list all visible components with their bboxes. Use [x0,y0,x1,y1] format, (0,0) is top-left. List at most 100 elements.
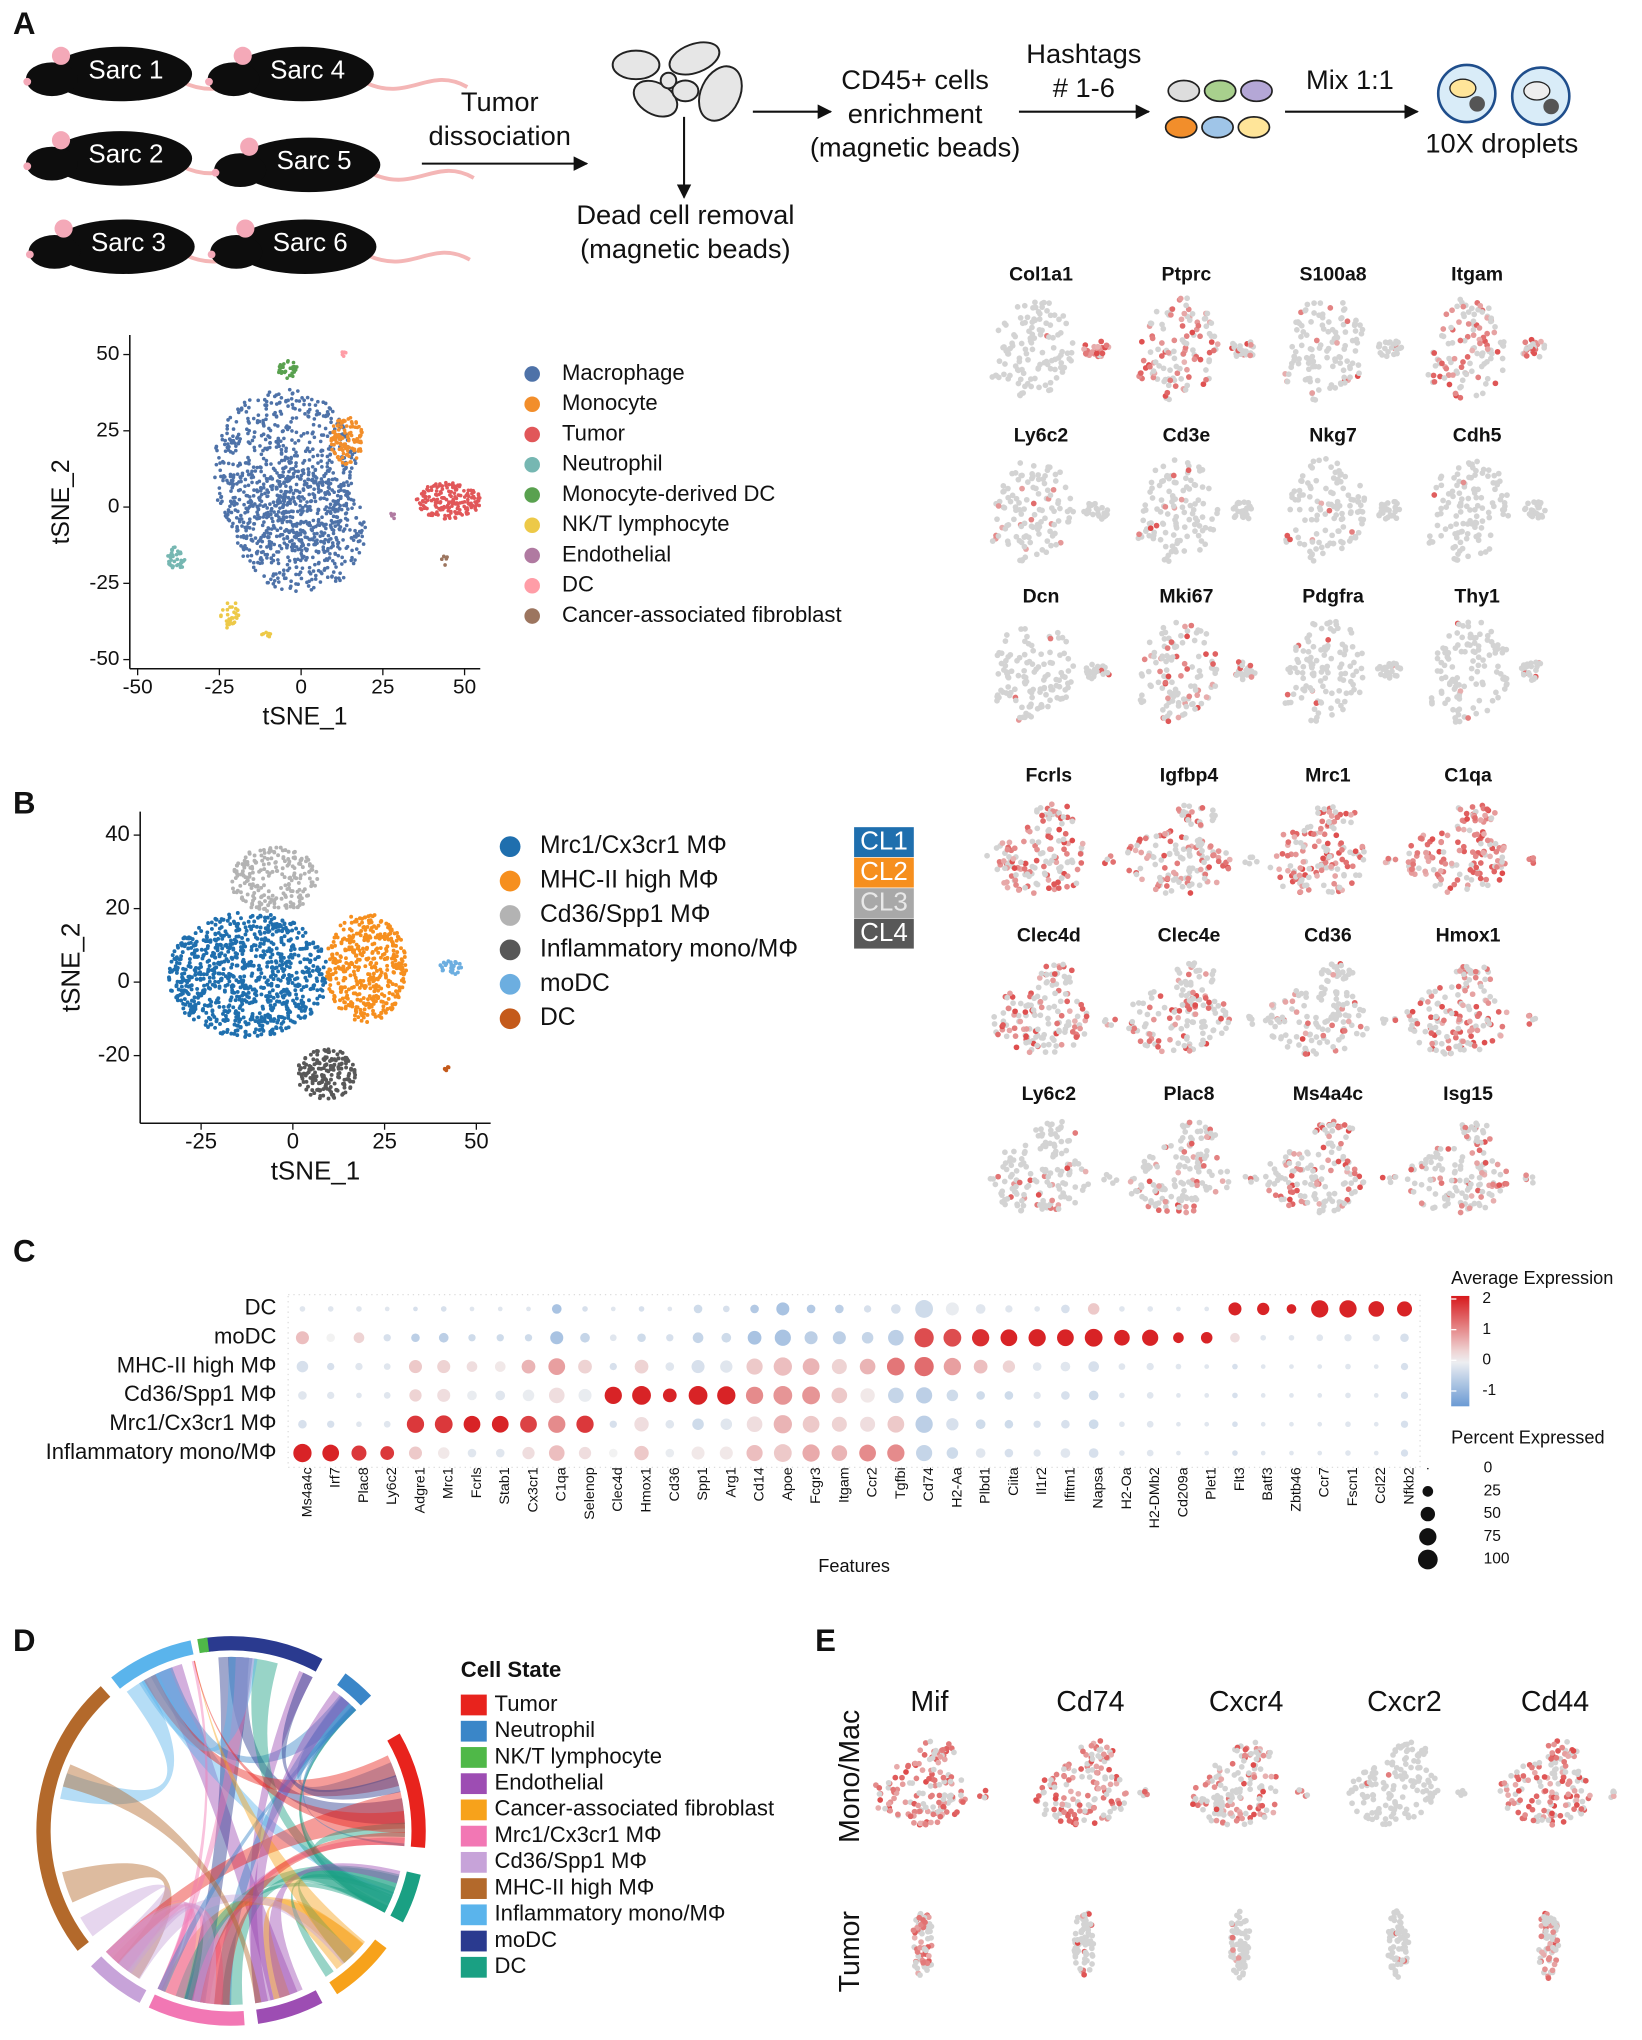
feature-point [1030,500,1037,507]
cell-point [341,354,346,358]
feature-point [1187,502,1194,509]
feature-point [1457,509,1464,515]
cell-point [327,975,332,980]
cell-point [233,876,238,880]
feature-point [1464,333,1471,340]
feature-point [1433,484,1440,491]
cell-point [326,1049,331,1054]
cell-point [318,534,323,538]
cell-point [233,998,238,1003]
cell-point [302,1065,307,1070]
cell-point [176,987,181,992]
cell-point [383,972,388,977]
feature-point [1162,503,1169,510]
cell-point [372,978,376,983]
cell-point [295,509,300,514]
cell-point [320,483,325,487]
cell-point [345,993,350,998]
cell-point [219,933,223,938]
feature-point [996,694,1002,701]
feature-point [1171,348,1177,355]
feature-point [1179,712,1186,718]
feature-point [1050,334,1056,341]
cell-point [273,860,278,865]
feature-point [1284,378,1291,385]
feature-point [1325,319,1332,325]
legend-label: Cancer-associated fibroblast [562,602,842,627]
cell-point [354,942,359,947]
cell-point [294,416,299,420]
cell-point [284,987,289,992]
y-tick-label: -20 [98,1041,130,1066]
cell-point [264,994,269,999]
cell-point [271,553,276,558]
cell-point [286,398,290,403]
cell-point [225,612,230,617]
feature-point [1017,376,1024,383]
cell-point [313,562,317,567]
cell-point [303,503,308,508]
cell-point [233,601,238,606]
cell-point [370,942,375,947]
cell-point [221,478,225,483]
cell-point [275,486,279,491]
feature-point [1324,354,1330,361]
cell-point [346,507,350,511]
cell-point [202,983,206,988]
cell-point [393,1002,398,1007]
feature-point [1214,506,1221,513]
cell-point [254,905,259,910]
mouse-head [25,146,78,181]
feature-point [1179,639,1186,646]
feature-point [1192,515,1199,522]
feature-point [1029,324,1035,331]
cell-point [310,968,315,973]
cell-point [437,484,442,488]
feature-point [1191,481,1198,488]
cell-point [296,895,301,899]
cell-point [290,416,295,420]
feature-point [1479,350,1486,357]
feature-point [1337,360,1344,366]
cell-point [279,489,283,494]
cell-point [328,502,333,507]
cell-point [225,478,229,483]
cell-point [321,414,326,418]
cell-point [279,412,284,416]
cell-point [206,986,211,990]
cell-point [331,1094,336,1099]
cell-point [264,458,269,463]
feature-point [1172,517,1178,523]
feature-point [1247,352,1254,359]
feature-point [1024,633,1030,640]
cell-point [247,871,252,876]
cell-point [314,1074,319,1079]
cell-point [316,399,320,404]
cell-point [267,632,271,636]
feature-point [1347,374,1353,381]
cell-point [458,501,462,505]
feature-point [1160,463,1167,470]
cell-point [399,957,404,962]
cell-point [296,1002,301,1007]
cell-point [352,1069,357,1074]
feature-point [1168,311,1174,318]
cell-point [293,560,298,564]
cell-point [172,559,177,564]
cell-point [299,856,304,861]
feature-point [1314,377,1321,384]
cell-point [294,461,298,465]
cell-point [317,411,322,416]
feature-point [1027,539,1034,546]
feature-point [1492,324,1498,330]
cell-point [402,950,407,955]
cell-point [313,577,318,581]
feature-point [1449,307,1455,314]
feature-point [1160,365,1167,372]
cell-point [228,474,233,479]
feature-point [1359,674,1366,681]
mouse-head [214,153,267,187]
cell-point [351,939,356,944]
cell-point [299,434,304,438]
cell-point [262,397,267,402]
